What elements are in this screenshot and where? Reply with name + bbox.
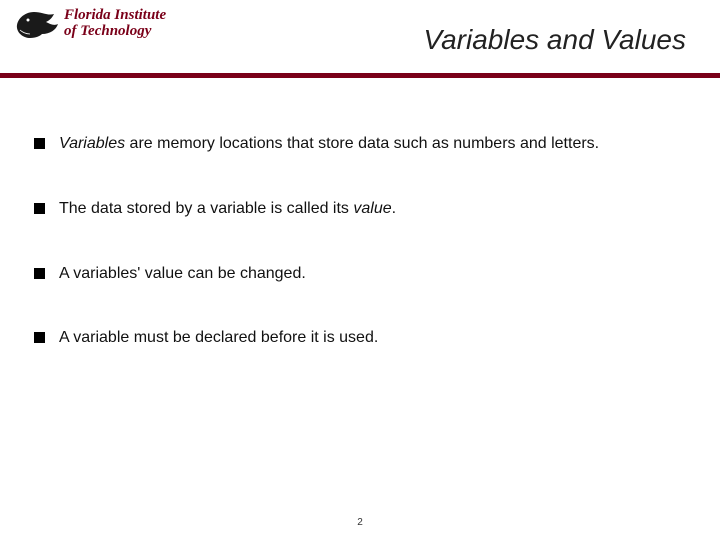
square-bullet-icon [34,138,45,149]
page-number: 2 [0,517,720,528]
square-bullet-icon [34,268,45,279]
bullet-text: A variable must be declared before it is… [59,328,686,349]
logo-text: Florida Institute of Technology [64,6,166,40]
slide-body: Variables are memory locations that stor… [0,78,720,349]
bullet-text: A variables' value can be changed. [59,264,686,285]
bullet-item: A variable must be declared before it is… [34,328,686,349]
bullet-item: A variables' value can be changed. [34,264,686,285]
panther-icon [14,6,60,42]
square-bullet-icon [34,332,45,343]
slide-title: Variables and Values [423,24,686,56]
institution-logo: Florida Institute of Technology [14,6,166,42]
logo-line2: of Technology [64,24,166,40]
bullet-item: Variables are memory locations that stor… [34,134,686,155]
logo-line1: Florida Institute [64,8,166,24]
bullet-item: The data stored by a variable is called … [34,199,686,220]
slide-header: Florida Institute of Technology Variable… [0,0,720,78]
square-bullet-icon [34,203,45,214]
bullet-text: The data stored by a variable is called … [59,199,686,220]
bullet-text: Variables are memory locations that stor… [59,134,686,155]
